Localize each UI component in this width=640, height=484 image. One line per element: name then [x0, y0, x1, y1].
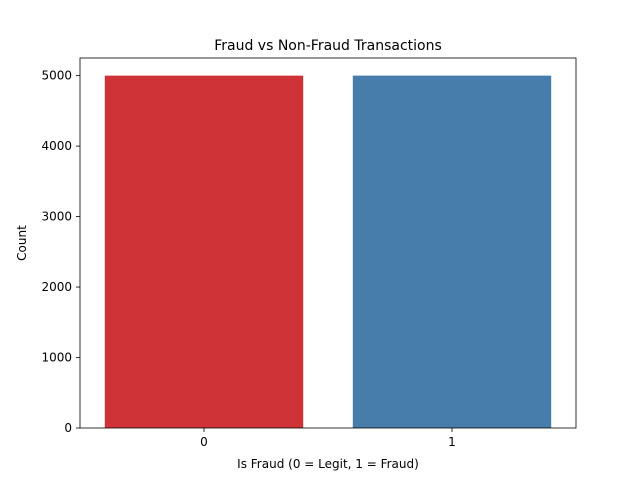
x-tick-label-0: 0 [200, 435, 208, 449]
y-tick-label-1000: 1000 [41, 351, 72, 365]
y-tick-label-4000: 4000 [41, 139, 72, 153]
y-axis-ticks: 0 1000 2000 3000 4000 5000 [41, 69, 80, 435]
plot-frame [79, 57, 577, 429]
y-axis-label: Count [15, 225, 29, 261]
x-axis-label: Is Fraud (0 = Legit, 1 = Fraud) [237, 457, 419, 471]
y-tick-label-0: 0 [64, 421, 72, 435]
bars-layer [104, 75, 552, 428]
bar-1 [352, 75, 552, 428]
y-tick-label-3000: 3000 [41, 210, 72, 224]
y-tick-label-5000: 5000 [41, 69, 72, 83]
bar-0 [104, 75, 304, 428]
x-tick-label-1: 1 [448, 435, 456, 449]
chart-title: Fraud vs Non-Fraud Transactions [214, 38, 442, 54]
y-tick-label-2000: 2000 [41, 280, 72, 294]
